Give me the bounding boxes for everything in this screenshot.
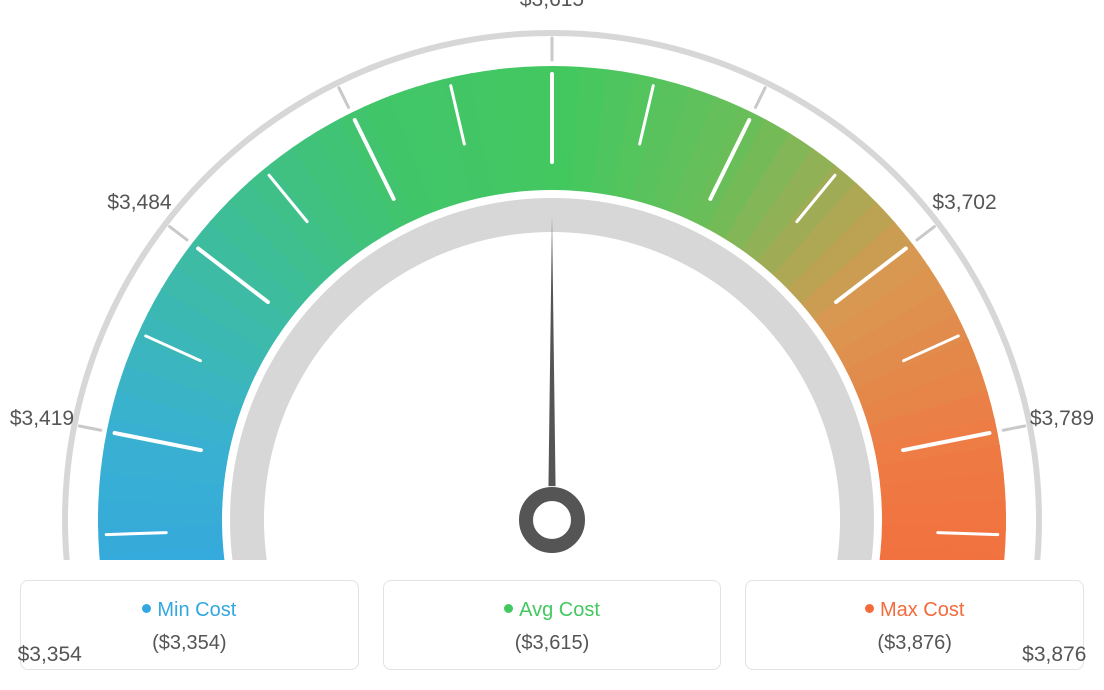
dot-icon bbox=[865, 604, 874, 613]
gauge-scale-label: $3,876 bbox=[1022, 643, 1086, 667]
gauge-scale-label: $3,789 bbox=[1030, 407, 1094, 431]
dot-icon bbox=[504, 604, 513, 613]
gauge-scale-label: $3,354 bbox=[18, 643, 82, 667]
legend-avg-value: ($3,615) bbox=[394, 632, 711, 655]
legend-max-title: Max Cost bbox=[756, 599, 1073, 622]
legend-avg-title-text: Avg Cost bbox=[519, 599, 600, 621]
cost-gauge-widget: $3,354$3,419$3,484$3,615$3,702$3,789$3,8… bbox=[20, 20, 1084, 670]
legend-row: Min Cost ($3,354) Avg Cost ($3,615) Max … bbox=[20, 580, 1084, 670]
gauge-scale-label: $3,484 bbox=[107, 191, 171, 215]
legend-avg-title: Avg Cost bbox=[394, 599, 711, 622]
gauge-chart: $3,354$3,419$3,484$3,615$3,702$3,789$3,8… bbox=[20, 20, 1084, 560]
gauge-scale-label: $3,419 bbox=[10, 407, 74, 431]
legend-max-title-text: Max Cost bbox=[880, 599, 964, 621]
legend-card-avg: Avg Cost ($3,615) bbox=[383, 580, 722, 670]
gauge-scale-label: $3,702 bbox=[932, 191, 996, 215]
gauge-scale-label: $3,615 bbox=[520, 0, 584, 12]
dot-icon bbox=[142, 604, 151, 613]
gauge-svg bbox=[20, 20, 1084, 560]
legend-min-title: Min Cost bbox=[31, 599, 348, 622]
legend-min-title-text: Min Cost bbox=[157, 599, 236, 621]
